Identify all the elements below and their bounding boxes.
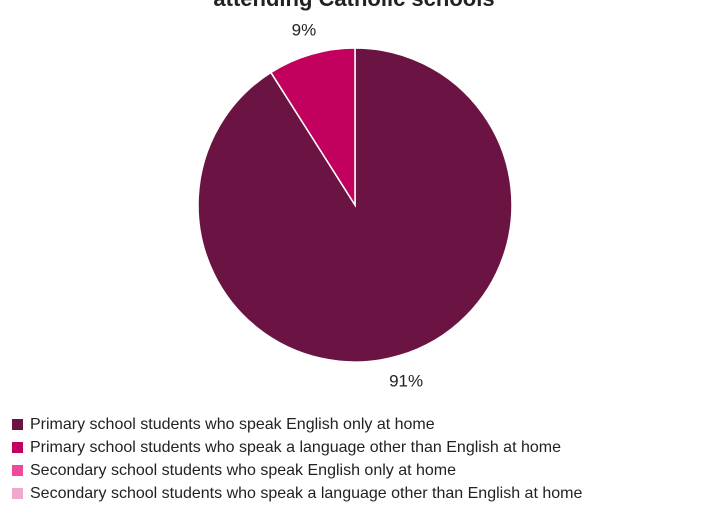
legend-swatch-0 <box>12 419 23 430</box>
data-label-1: 9% <box>292 20 317 39</box>
legend-swatch-2 <box>12 465 23 476</box>
legend-item-3: Secondary school students who speak a la… <box>12 482 582 505</box>
legend-label-0: Primary school students who speak Englis… <box>30 416 435 433</box>
legend-item-0: Primary school students who speak Englis… <box>12 413 582 436</box>
legend-label-3: Secondary school students who speak a la… <box>30 485 583 502</box>
legend-swatch-1 <box>12 442 23 453</box>
data-label-0: 91% <box>389 372 423 391</box>
legend-label-1: Primary school students who speak a lang… <box>30 439 561 456</box>
legend-item-1: Primary school students who speak a lang… <box>12 436 582 459</box>
legend-swatch-3 <box>12 488 23 499</box>
legend-label-2: Secondary school students who speak Engl… <box>30 462 457 479</box>
legend-item-2: Secondary school students who speak Engl… <box>12 459 582 482</box>
pie-slice-1 <box>269 47 356 208</box>
chart-legend: Primary school students who speak Englis… <box>12 413 582 505</box>
pie-chart: 91% 9% <box>197 20 513 391</box>
